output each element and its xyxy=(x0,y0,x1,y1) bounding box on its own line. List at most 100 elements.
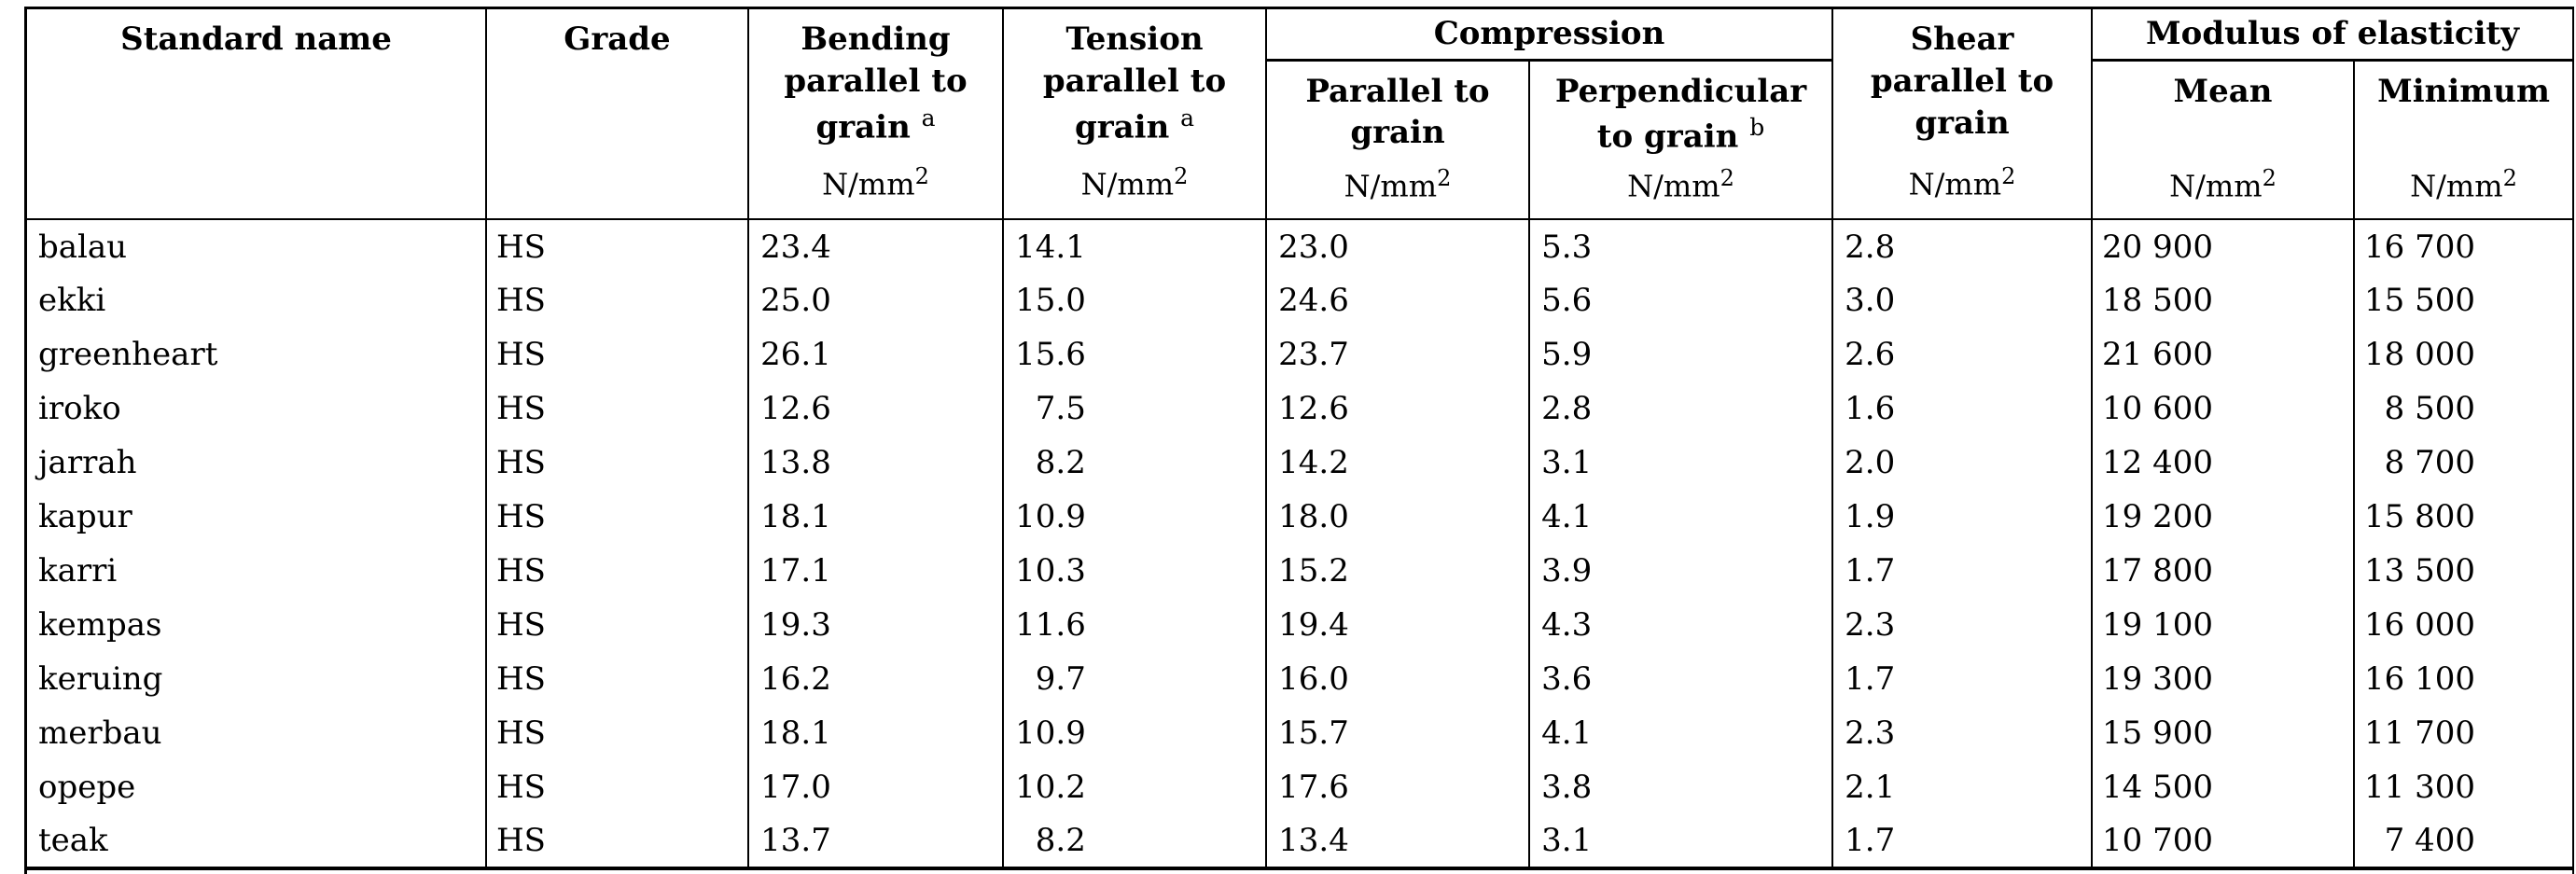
cell-moe-mean: 10 600 xyxy=(2092,382,2356,436)
cell-moe-mean: 19 300 xyxy=(2092,652,2356,706)
cell-moe-minimum: 8 500 xyxy=(2354,382,2572,436)
cell-bending: 13.7 xyxy=(748,814,1004,870)
tension-label: Tension parallel to grain a xyxy=(1004,19,1265,148)
cell-moe-mean: 19 100 xyxy=(2092,598,2356,652)
compression-parallel-value: 16.0 xyxy=(1278,660,1349,698)
moe-minimum-value: 16 700 xyxy=(2364,228,2475,266)
unit-base: N/mm xyxy=(2410,168,2503,204)
moe-minimum-value: 8 500 xyxy=(2384,390,2475,427)
cell-standard-name: opepe xyxy=(27,760,487,814)
shear-value: 3.0 xyxy=(1845,282,1896,319)
bending-label: Bending parallel to grain a xyxy=(749,19,1002,148)
cell-standard-name: karri xyxy=(27,544,487,598)
col-header-grade: Grade xyxy=(486,9,749,220)
unit-label: N/mm2 xyxy=(822,165,929,207)
moe-mean-value: 12 400 xyxy=(2102,444,2213,481)
cell-grade: HS xyxy=(486,490,749,544)
cell-compression-perpendicular: 5.3 xyxy=(1529,219,1834,273)
cell-bending: 26.1 xyxy=(748,327,1004,382)
footnote-marker-a: a xyxy=(921,104,936,132)
bending-value: 19.3 xyxy=(760,606,831,644)
tension-value: 8.2 xyxy=(1035,444,1086,481)
cell-grade: HS xyxy=(486,598,749,652)
cell-moe-mean: 19 200 xyxy=(2092,490,2356,544)
unit-sup: 2 xyxy=(1720,164,1734,191)
moe-mean-value: 20 900 xyxy=(2102,228,2213,266)
cell-moe-minimum: 8 700 xyxy=(2354,436,2572,490)
cell-compression-parallel: 18.0 xyxy=(1266,490,1530,544)
tension-value: 14.1 xyxy=(1015,228,1086,266)
cell-standard-name: teak xyxy=(27,814,487,870)
col-header-moe-minimum: Minimum N/mm2 xyxy=(2354,60,2572,220)
col-header-moe-mean: Mean N/mm2 xyxy=(2092,60,2356,220)
cell-moe-minimum: 16 000 xyxy=(2354,598,2572,652)
unit-base: N/mm xyxy=(2169,168,2263,204)
cell-compression-parallel: 14.2 xyxy=(1266,436,1530,490)
cell-moe-mean: 17 800 xyxy=(2092,544,2356,598)
cell-compression-parallel: 19.4 xyxy=(1266,598,1530,652)
cell-compression-parallel: 15.7 xyxy=(1266,706,1530,760)
perpendicular-title: Perpendicular to grain xyxy=(1554,72,1807,156)
cell-shear: 2.6 xyxy=(1832,327,2094,382)
shear-value: 2.3 xyxy=(1845,714,1896,752)
table-row: opepe HS 17.0 10.2 17.6 3.8 2.1 14 500 1… xyxy=(27,760,2572,814)
cell-standard-name: ekki xyxy=(27,273,487,327)
col-header-compression-parallel: Parallel to grain N/mm2 xyxy=(1266,60,1530,220)
cell-compression-perpendicular: 3.9 xyxy=(1529,544,1834,598)
cell-tension: 11.6 xyxy=(1003,598,1267,652)
footnote-marker-a: a xyxy=(1180,104,1195,132)
tension-value: 8.2 xyxy=(1035,822,1086,859)
unit-label: N/mm2 xyxy=(1909,165,2016,207)
moe-mean-value: 19 100 xyxy=(2102,606,2213,644)
cell-bending: 23.4 xyxy=(748,219,1004,273)
cell-compression-perpendicular: 5.9 xyxy=(1529,327,1834,382)
compression-parallel-value: 15.2 xyxy=(1278,552,1349,590)
shear-value: 2.6 xyxy=(1845,336,1896,373)
cell-shear: 1.6 xyxy=(1832,382,2094,436)
shear-value: 1.9 xyxy=(1845,498,1896,535)
unit-sup: 2 xyxy=(2502,164,2517,191)
group-header-modulus-of-elasticity: Modulus of elasticity xyxy=(2092,9,2572,62)
cell-compression-parallel: 12.6 xyxy=(1266,382,1530,436)
table-row: teak HS 13.7 8.2 13.4 3.1 1.7 10 700 7 4… xyxy=(27,814,2572,870)
cell-standard-name: iroko xyxy=(27,382,487,436)
unit-base: N/mm xyxy=(1080,167,1175,202)
unit-sup: 2 xyxy=(2262,164,2277,191)
cell-shear: 2.3 xyxy=(1832,598,2094,652)
unit-label: N/mm2 xyxy=(2169,167,2277,209)
cell-bending: 16.2 xyxy=(748,652,1004,706)
table-row: keruing HS 16.2 9.7 16.0 3.6 1.7 19 300 … xyxy=(27,652,2572,706)
cell-bending: 17.0 xyxy=(748,760,1004,814)
unit-label: N/mm2 xyxy=(1344,167,1452,209)
moe-mean-label: Mean xyxy=(2173,72,2273,110)
cell-bending: 13.8 xyxy=(748,436,1004,490)
timber-strength-table-frame: Standard name Grade Bending parallel to … xyxy=(24,7,2574,874)
shear-value: 1.7 xyxy=(1845,552,1896,590)
cell-moe-mean: 18 500 xyxy=(2092,273,2356,327)
col-header-shear: Shear parallel to grain N/mm2 xyxy=(1832,9,2094,220)
cell-standard-name: kempas xyxy=(27,598,487,652)
cell-standard-name: kapur xyxy=(27,490,487,544)
table-row: merbau HS 18.1 10.9 15.7 4.1 2.3 15 900 … xyxy=(27,706,2572,760)
compression-perpendicular-value: 3.1 xyxy=(1541,822,1593,859)
cell-moe-mean: 14 500 xyxy=(2092,760,2356,814)
cell-compression-parallel: 23.7 xyxy=(1266,327,1530,382)
tension-value: 9.7 xyxy=(1035,660,1086,698)
unit-sup: 2 xyxy=(914,163,929,190)
cell-compression-parallel: 13.4 xyxy=(1266,814,1530,870)
bending-value: 12.6 xyxy=(760,390,831,427)
bending-value: 18.1 xyxy=(760,498,831,535)
tension-value: 15.6 xyxy=(1015,336,1086,373)
tension-value: 7.5 xyxy=(1035,390,1086,427)
unit-label: N/mm2 xyxy=(1081,165,1189,207)
cell-moe-minimum: 15 800 xyxy=(2354,490,2572,544)
cell-moe-minimum: 7 400 xyxy=(2354,814,2572,870)
bending-value: 17.0 xyxy=(760,769,831,806)
compression-perpendicular-value: 5.6 xyxy=(1541,282,1593,319)
cell-tension: 10.2 xyxy=(1003,760,1267,814)
moe-mean-value: 17 800 xyxy=(2102,552,2213,590)
compression-parallel-value: 15.7 xyxy=(1278,714,1349,752)
cell-standard-name: keruing xyxy=(27,652,487,706)
cell-tension: 10.3 xyxy=(1003,544,1267,598)
cell-compression-perpendicular: 3.6 xyxy=(1529,652,1834,706)
